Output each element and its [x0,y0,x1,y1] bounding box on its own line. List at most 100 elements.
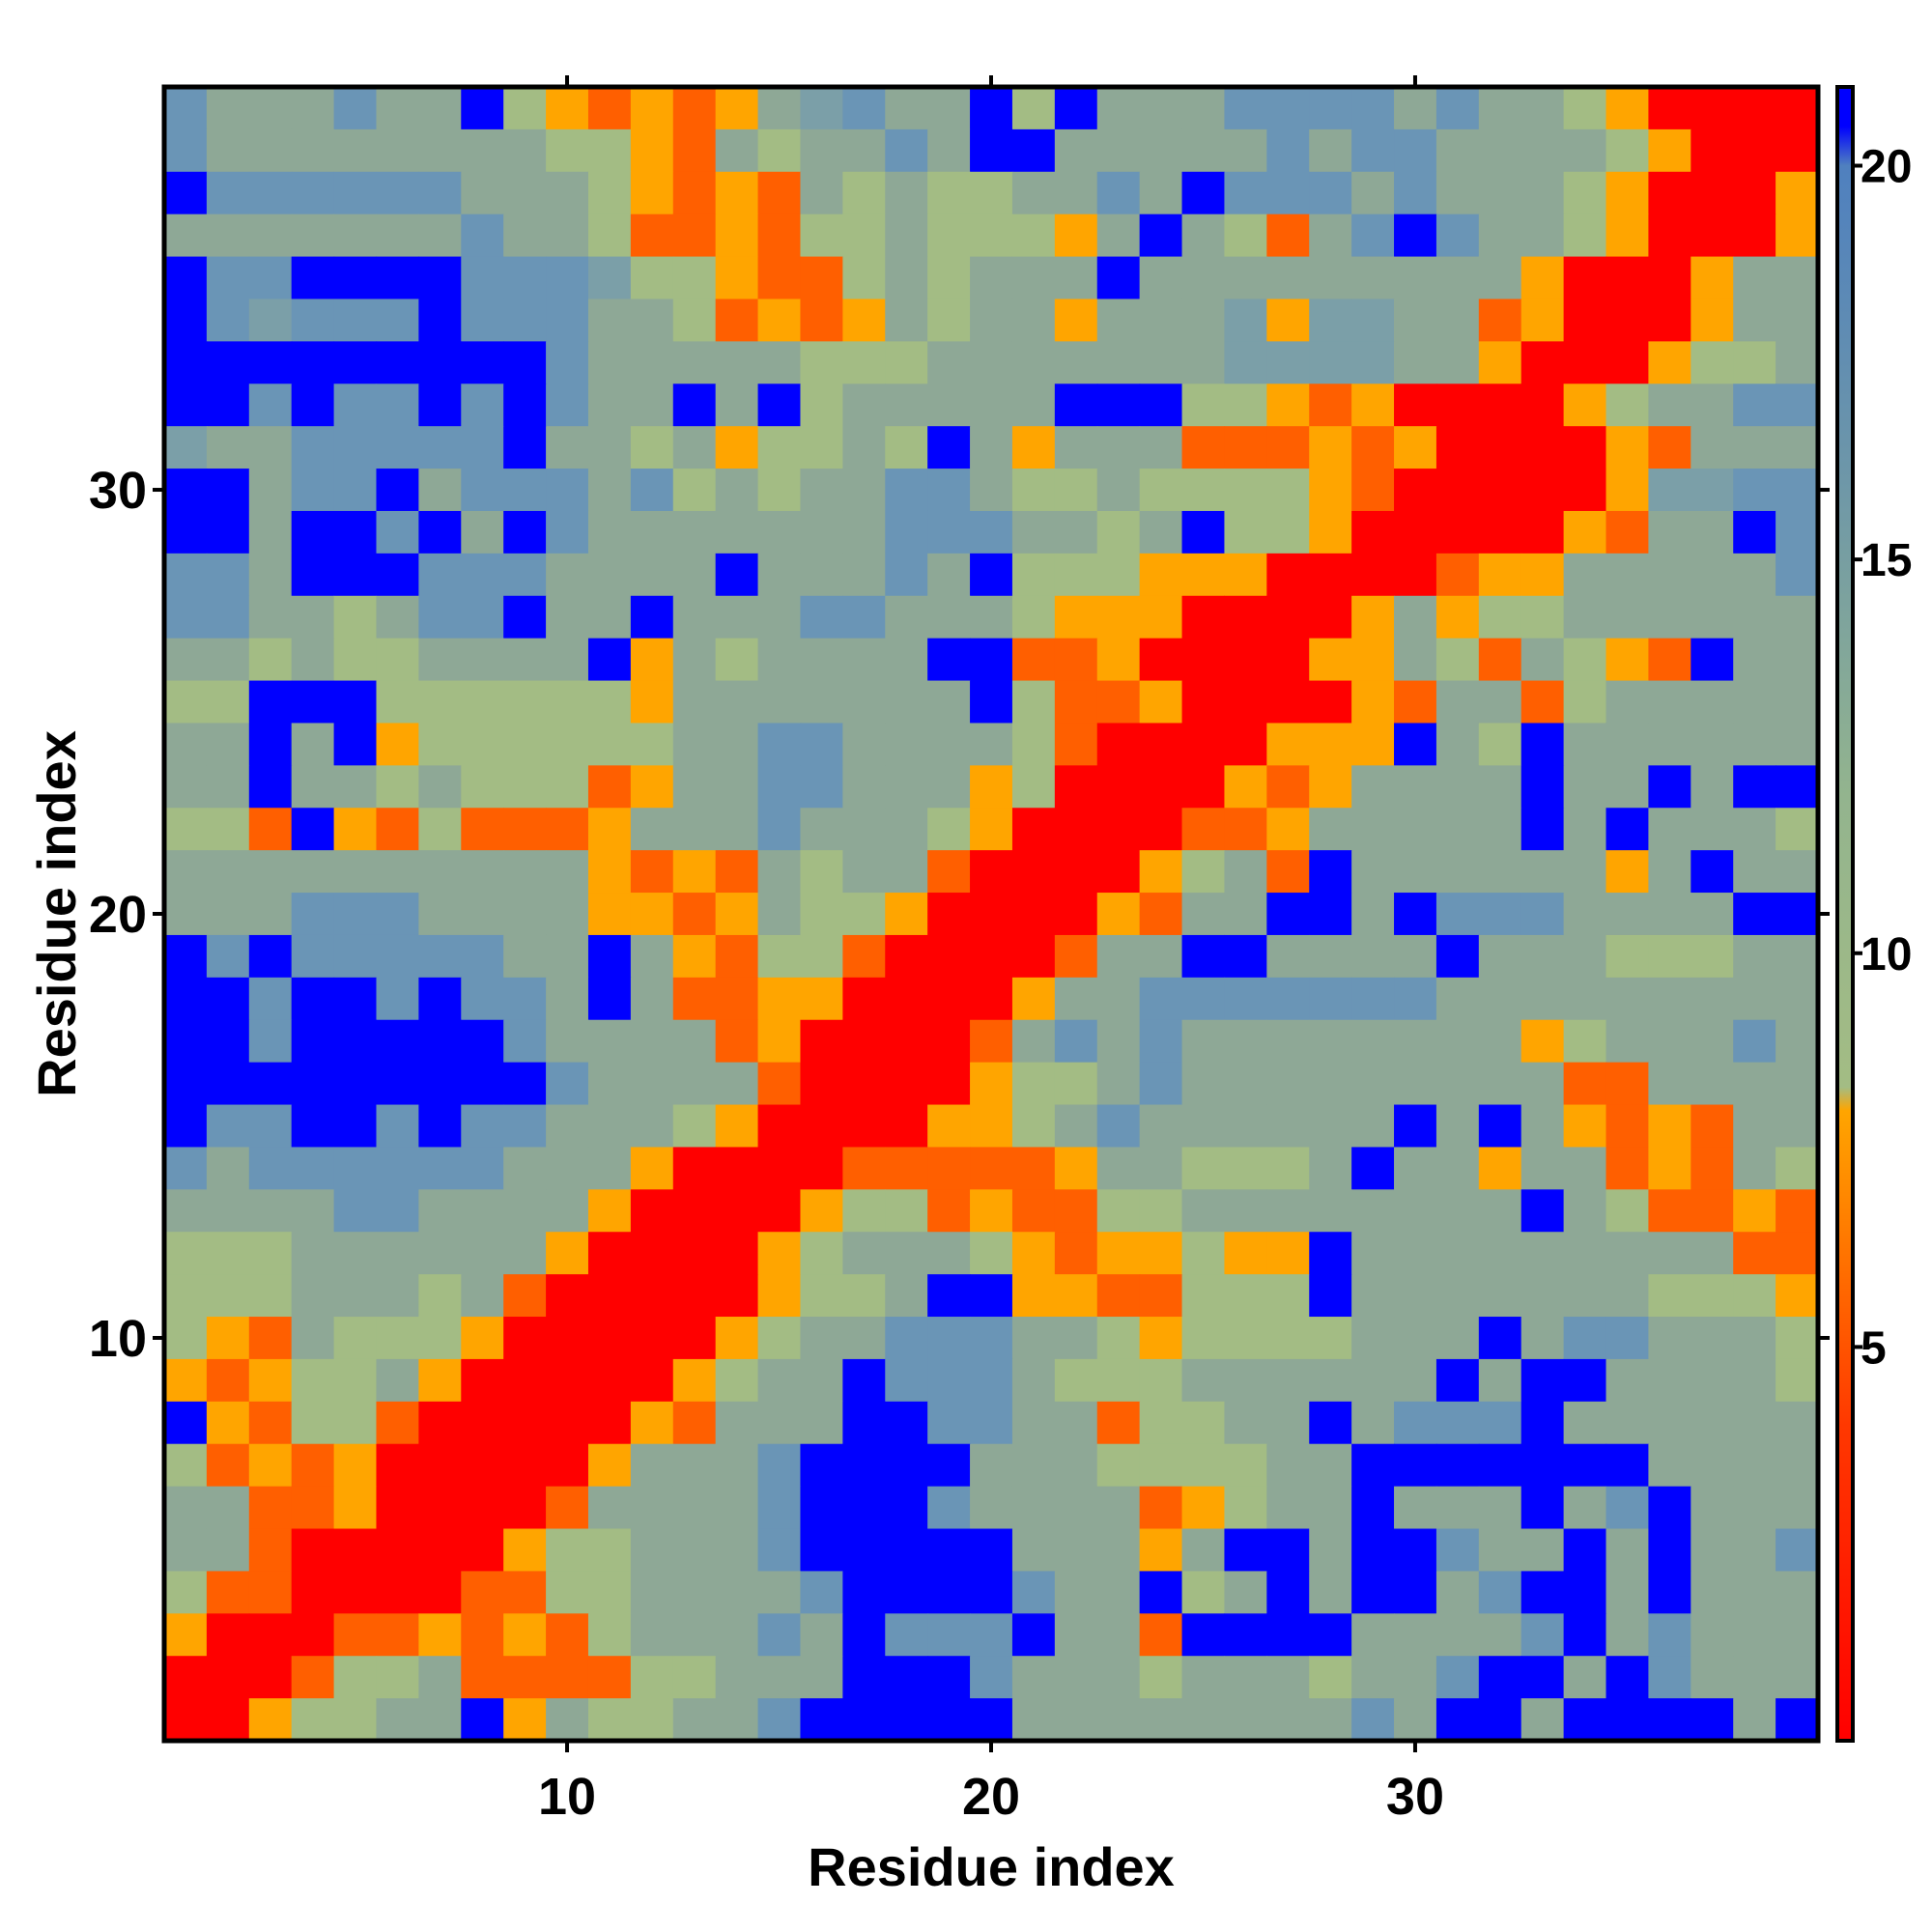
heatmap-cell [333,1019,378,1064]
heatmap-cell [1224,171,1267,215]
heatmap-cell [1181,1443,1226,1488]
heatmap-cell [672,1019,717,1064]
heatmap-cell [885,1358,928,1403]
heatmap-cell [715,1613,759,1657]
heatmap-cell [672,723,717,766]
heatmap-cell [672,893,717,936]
heatmap-cell [248,1486,293,1530]
heatmap-cell [206,723,250,766]
heatmap-cell [291,595,335,639]
heatmap-cell [503,341,547,384]
heatmap-cell [1011,1401,1056,1445]
heatmap-cell [885,1613,928,1657]
heatmap-cell [1776,1358,1819,1403]
heatmap-cell [333,171,378,215]
heatmap-cell [1266,1019,1310,1064]
heatmap-cell [248,1358,293,1403]
heatmap-cell [1478,1019,1522,1064]
heatmap-cell [1478,1062,1522,1106]
heatmap-cell [1266,384,1310,427]
heatmap-cell [842,1189,886,1233]
heatmap-cell [1733,977,1776,1021]
heatmap-cell [1690,934,1734,979]
heatmap-cell [927,1656,971,1699]
heatmap-cell [376,723,419,766]
heatmap-cell [333,1613,378,1657]
heatmap-cell [587,298,632,342]
heatmap-cell [1520,934,1565,979]
heatmap-cell [461,256,504,300]
heatmap-cell [1776,87,1819,130]
heatmap-cell [1435,765,1480,809]
heatmap-cell [715,469,759,512]
heatmap-cell [418,1274,462,1318]
heatmap-cell [1351,213,1395,258]
heatmap-cell [630,1317,674,1360]
heatmap-cell [1224,1486,1267,1530]
heatmap-cell [206,1401,250,1445]
heatmap-cell [672,765,717,809]
heatmap-cell [1011,1189,1056,1233]
heatmap-cell [1394,128,1437,173]
heatmap-cell [885,1528,928,1573]
heatmap-cell [927,256,971,300]
heatmap-cell [1054,1317,1098,1360]
heatmap-cell [461,553,504,597]
heatmap-cell [1648,469,1691,512]
heatmap-cell [206,213,250,258]
heatmap-cell [715,1571,759,1614]
heatmap-cell [418,638,462,682]
heatmap-cell [672,128,717,173]
heatmap-cell [1690,341,1734,384]
heatmap-cell [1139,595,1183,639]
heatmap-cell [206,595,250,639]
heatmap-cell [418,1571,462,1614]
heatmap-cell [842,1698,886,1742]
heatmap-cell [1690,1656,1734,1699]
heatmap-cell [630,1232,674,1275]
heatmap-cell [1394,341,1437,384]
heatmap-cell [461,1528,504,1573]
heatmap-cell [1351,298,1395,342]
heatmap-cell [1054,1019,1098,1064]
heatmap-cell [1266,808,1310,851]
heatmap-cell [164,1147,208,1190]
heatmap-cell [800,1486,843,1530]
heatmap-cell [1563,1062,1607,1106]
heatmap-cell [715,1486,759,1530]
heatmap-cell [164,934,208,979]
heatmap-cell [418,893,462,936]
y-axis-right-ticks [1818,488,1830,1340]
heatmap-cell [970,298,1013,342]
heatmap-cell [291,1019,335,1064]
heatmap-cell [757,595,802,639]
heatmap-cell [1224,765,1267,809]
heatmap-cell [1351,1104,1395,1149]
heatmap-cell [1096,638,1141,682]
heatmap-cell [164,595,208,639]
heatmap-cell [333,723,378,766]
heatmap-cell [630,893,674,936]
heatmap-cell [1266,1062,1310,1106]
heatmap-cell [164,1358,208,1403]
heatmap-cell [800,595,843,639]
heatmap-cell [1139,1401,1183,1445]
heatmap-cell [1605,977,1650,1021]
heatmap-cell [376,1528,419,1573]
heatmap-cell [1351,426,1395,469]
heatmap-cell [1733,171,1776,215]
heatmap-cell [503,469,547,512]
heatmap-cell [546,1656,589,1699]
heatmap-cell [461,128,504,173]
heatmap-cell [1776,638,1819,682]
heatmap-cell [800,1274,843,1318]
heatmap-cell [672,1189,717,1233]
heatmap-cell [418,469,462,512]
heatmap-cell [970,1189,1013,1233]
heatmap-cell [1309,893,1352,936]
heatmap-cell [672,680,717,724]
heatmap-cell [1351,934,1395,979]
heatmap-cell [1266,1656,1310,1699]
heatmap-cell [885,213,928,258]
